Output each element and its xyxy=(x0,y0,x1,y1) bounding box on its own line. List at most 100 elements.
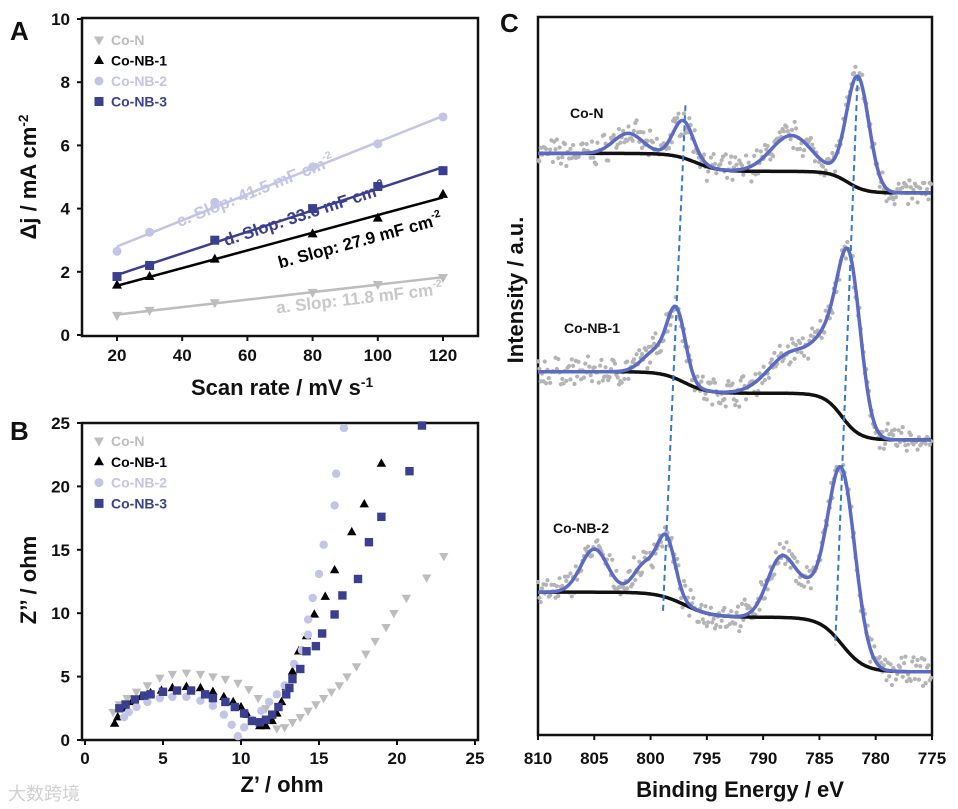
raw-data-point-co-nb-2 xyxy=(901,661,907,666)
data-point-co-nb-3 xyxy=(317,629,327,638)
data-point-co-n xyxy=(112,311,122,321)
raw-data-point-co-n xyxy=(908,185,913,190)
raw-data-point-co-n xyxy=(884,199,889,204)
raw-data-point-co-nb-1 xyxy=(923,441,928,446)
data-point-co-n xyxy=(361,650,371,659)
x-tick-label: 0 xyxy=(80,749,89,768)
raw-data-point-co-n xyxy=(714,171,719,176)
raw-data-point-co-nb-1 xyxy=(542,359,547,364)
data-point-co-nb-3 xyxy=(221,697,230,707)
raw-data-point-co-nb-2 xyxy=(893,677,899,682)
watermark: 大数跨境 xyxy=(8,784,80,804)
raw-data-point-co-nb-1 xyxy=(703,391,708,396)
raw-data-point-co-nb-2 xyxy=(610,557,615,562)
data-point-co-nb-3 xyxy=(210,235,220,245)
raw-data-point-co-nb-1 xyxy=(561,381,566,386)
y-tick-label: 0 xyxy=(61,326,70,345)
raw-data-point-co-nb-2 xyxy=(702,620,707,626)
raw-data-point-co-nb-2 xyxy=(633,577,638,583)
raw-data-point-co-n xyxy=(681,111,686,116)
y-tick-label: 0 xyxy=(61,731,70,750)
raw-data-point-co-nb-1 xyxy=(603,365,608,370)
raw-data-point-co-nb-2 xyxy=(738,624,743,629)
raw-data-point-co-nb-2 xyxy=(899,655,904,660)
data-point-co-nb-3 xyxy=(274,702,283,712)
data-point-co-nb-2 xyxy=(210,197,220,207)
raw-data-point-co-nb-2 xyxy=(630,581,635,587)
raw-data-point-co-nb-1 xyxy=(726,378,731,384)
raw-data-point-co-nb-1 xyxy=(769,357,774,362)
raw-data-point-co-n xyxy=(654,136,659,141)
raw-data-point-co-n xyxy=(758,149,763,154)
raw-data-point-co-n xyxy=(789,127,795,132)
raw-data-point-co-n xyxy=(719,158,724,163)
raw-data-point-co-nb-2 xyxy=(710,620,715,625)
data-point-co-n xyxy=(233,679,243,689)
raw-data-point-co-nb-2 xyxy=(625,586,630,591)
raw-data-point-co-nb-2 xyxy=(676,563,681,568)
raw-data-point-co-n xyxy=(584,141,589,147)
x-tick-label: 790 xyxy=(749,749,777,768)
raw-data-point-co-nb-1 xyxy=(823,308,828,313)
panel-label-b: B xyxy=(10,416,29,446)
raw-data-point-co-nb-1 xyxy=(789,336,795,341)
raw-data-point-co-nb-1 xyxy=(741,374,746,379)
spectrum-label-co-n: Co-N xyxy=(570,105,603,121)
raw-data-point-co-nb-1 xyxy=(643,348,649,353)
data-point-co-n xyxy=(209,299,220,309)
raw-data-point-co-nb-1 xyxy=(799,350,804,355)
raw-data-point-co-nb-2 xyxy=(887,674,892,679)
raw-data-point-co-n xyxy=(568,146,573,151)
raw-data-point-co-n xyxy=(634,118,639,123)
raw-data-point-co-nb-2 xyxy=(914,663,919,668)
raw-data-point-co-n xyxy=(580,141,585,146)
data-point-co-n xyxy=(295,713,305,723)
raw-data-point-co-n xyxy=(788,137,793,142)
raw-data-point-co-n xyxy=(595,140,600,145)
raw-data-point-co-nb-1 xyxy=(631,357,637,362)
raw-data-point-co-nb-1 xyxy=(906,442,911,447)
raw-data-point-co-n xyxy=(754,148,759,153)
data-point-co-n xyxy=(307,288,318,298)
data-point-co-nb-2 xyxy=(264,697,274,707)
raw-data-point-co-nb-2 xyxy=(538,599,543,605)
raw-data-point-co-n xyxy=(560,155,565,160)
raw-data-point-co-nb-2 xyxy=(700,617,705,622)
raw-data-point-co-nb-2 xyxy=(704,624,709,629)
raw-data-point-co-nb-1 xyxy=(622,376,627,382)
data-point-co-nb-3 xyxy=(158,687,168,697)
raw-data-point-co-nb-2 xyxy=(889,682,895,688)
raw-data-point-co-nb-1 xyxy=(576,359,581,364)
raw-data-point-co-nb-1 xyxy=(915,447,920,452)
raw-data-point-co-nb-2 xyxy=(781,545,786,550)
raw-data-point-co-nb-1 xyxy=(704,397,709,402)
raw-data-point-co-nb-2 xyxy=(535,579,541,585)
data-point-co-nb-3 xyxy=(311,641,321,651)
x-tick-label: 80 xyxy=(303,346,322,365)
raw-data-point-co-nb-1 xyxy=(777,343,782,348)
raw-data-point-co-nb-1 xyxy=(797,340,803,346)
raw-data-point-co-nb-2 xyxy=(883,657,888,662)
x-tick-label: 20 xyxy=(108,346,127,365)
data-point-co-nb-1 xyxy=(309,609,320,618)
raw-data-point-co-n xyxy=(734,162,739,167)
data-point-co-nb-3 xyxy=(308,204,318,214)
raw-data-point-co-n xyxy=(723,152,728,157)
raw-data-point-co-n xyxy=(704,178,709,183)
raw-data-point-co-nb-2 xyxy=(787,548,792,553)
data-point-co-nb-3 xyxy=(247,716,257,726)
data-point-co-nb-1 xyxy=(144,271,155,281)
raw-data-point-co-nb-2 xyxy=(711,616,716,621)
data-point-co-nb-3 xyxy=(146,690,155,699)
raw-data-point-co-nb-2 xyxy=(537,595,542,600)
raw-data-point-co-nb-1 xyxy=(650,335,655,340)
raw-data-point-co-nb-2 xyxy=(808,586,813,591)
raw-data-point-co-nb-1 xyxy=(711,377,716,382)
raw-data-point-co-nb-2 xyxy=(793,578,799,584)
raw-data-point-co-nb-2 xyxy=(912,676,917,682)
raw-data-point-co-nb-1 xyxy=(634,352,639,357)
raw-data-point-co-nb-1 xyxy=(843,256,849,261)
data-point-co-nb-2 xyxy=(331,469,341,478)
raw-data-point-co-nb-1 xyxy=(589,379,595,384)
data-point-co-n xyxy=(287,719,298,728)
